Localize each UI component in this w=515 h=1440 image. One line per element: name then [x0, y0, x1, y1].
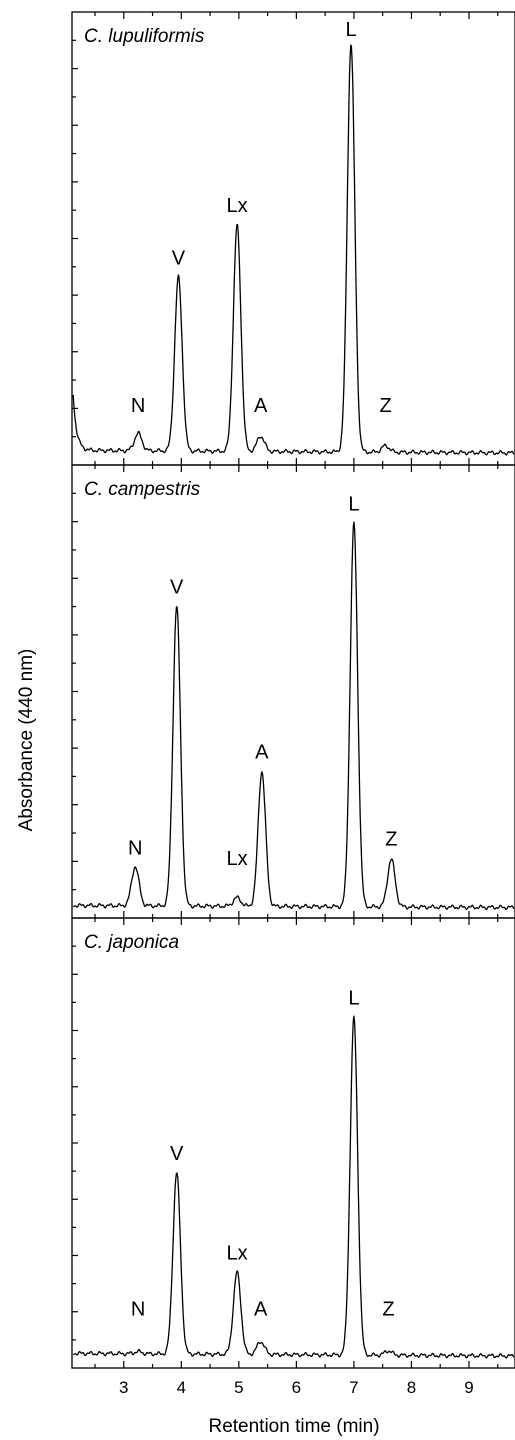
- x-tick-label: 8: [407, 1378, 416, 1397]
- panel-3: C. japonica N V Lx A L Z: [71, 917, 515, 1369]
- x-tick-labels: 3 4 5 6 7 8 9: [119, 1378, 474, 1397]
- peak-label-a: A: [254, 395, 268, 417]
- peak-label-n: N: [131, 395, 145, 417]
- y-axis-label: Absorbance (440 nm): [16, 649, 37, 832]
- x-tick-label: 5: [234, 1378, 243, 1397]
- peak-label-l: L: [348, 987, 359, 1009]
- x-tick-label: 3: [119, 1378, 128, 1397]
- peak-label-z: Z: [385, 829, 397, 851]
- x-tick-label: 4: [177, 1378, 186, 1397]
- peak-label-v: V: [170, 1143, 184, 1165]
- peak-label-lx: Lx: [227, 848, 248, 870]
- x-tick-label: 7: [349, 1378, 358, 1397]
- panel-title: C. lupuliformis: [84, 26, 205, 47]
- panels-layer: C. lupuliformis N V Lx A L Z C. campestris N V Lx A…: [71, 11, 515, 1369]
- x-tick-label: 9: [464, 1378, 473, 1397]
- peak-label-lx: Lx: [227, 195, 248, 217]
- peak-label-v: V: [172, 247, 186, 269]
- peak-label-z: Z: [379, 395, 391, 417]
- panel-title: C. japonica: [84, 932, 179, 953]
- peak-label-l: L: [345, 19, 356, 41]
- peak-label-z: Z: [382, 1298, 394, 1320]
- chromatogram-trace: [72, 1015, 515, 1359]
- panel-title: C. campestris: [84, 479, 201, 500]
- peak-label-a: A: [254, 1298, 268, 1320]
- chromatogram-trace: [72, 44, 515, 456]
- panel-1: C. lupuliformis N V Lx A L Z: [71, 11, 515, 466]
- peak-label-n: N: [131, 1298, 145, 1320]
- chromatogram-trace: [72, 521, 515, 911]
- peak-label-lx: Lx: [227, 1242, 248, 1264]
- x-tick-label: 6: [292, 1378, 301, 1397]
- peak-label-l: L: [348, 494, 359, 516]
- peak-label-v: V: [170, 576, 184, 598]
- peak-label-n: N: [128, 837, 142, 859]
- panel-2: C. campestris N V Lx A L Z: [71, 464, 515, 919]
- peak-label-a: A: [255, 742, 269, 764]
- x-axis-label: Retention time (min): [208, 1416, 379, 1437]
